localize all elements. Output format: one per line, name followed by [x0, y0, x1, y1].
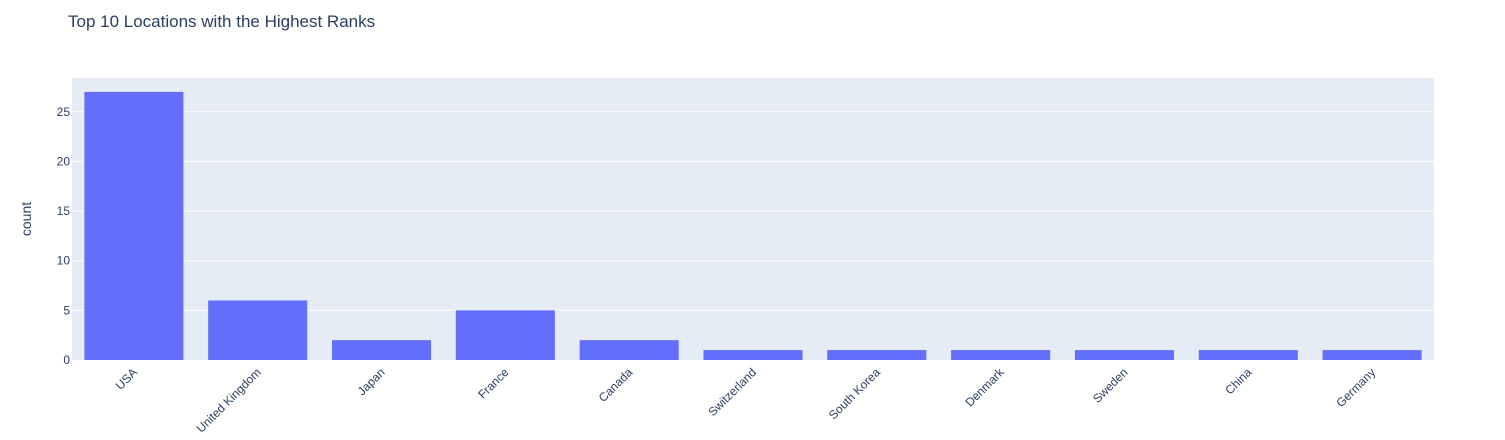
x-tick-label: United Kingdom: [194, 365, 264, 435]
bar-japan[interactable]: [332, 340, 432, 360]
x-tick-label: France: [475, 365, 512, 402]
x-tick-label: USA: [113, 365, 140, 392]
x-tick-label: Denmark: [962, 365, 1007, 410]
bars: [84, 91, 1422, 361]
y-axis-ticks: 0 5 10 15 20 25: [57, 105, 71, 367]
x-tick-label: Germany: [1333, 365, 1378, 410]
x-tick-label: Sweden: [1090, 365, 1131, 406]
bar-canada[interactable]: [579, 340, 679, 360]
bar-united-kingdom[interactable]: [208, 300, 308, 360]
y-tick-label: 10: [57, 254, 71, 268]
bar-france[interactable]: [455, 310, 555, 360]
x-tick-label: China: [1222, 365, 1254, 397]
bar-sweden[interactable]: [1074, 350, 1174, 360]
chart-title: Top 10 Locations with the Highest Ranks: [68, 12, 375, 31]
y-tick-label: 5: [63, 303, 70, 317]
x-tick-label: South Korea: [826, 365, 883, 422]
y-tick-label: 20: [57, 154, 71, 168]
bar-germany[interactable]: [1322, 350, 1422, 360]
y-axis-title: count: [18, 202, 34, 236]
x-tick-label: Canada: [596, 365, 636, 405]
y-tick-label: 15: [57, 204, 71, 218]
bar-south-korea[interactable]: [827, 350, 927, 360]
bar-denmark[interactable]: [951, 350, 1051, 360]
y-tick-label: 25: [57, 105, 71, 119]
bar-china[interactable]: [1198, 350, 1298, 360]
bar-switzerland[interactable]: [703, 350, 803, 360]
x-tick-label: Japan: [355, 365, 388, 398]
x-axis-ticks: USA United Kingdom Japan France Canada Switze…: [113, 365, 1379, 436]
x-tick-label: Switzerland: [705, 365, 759, 419]
bar-usa[interactable]: [84, 91, 184, 361]
y-tick-label: 0: [63, 353, 70, 367]
